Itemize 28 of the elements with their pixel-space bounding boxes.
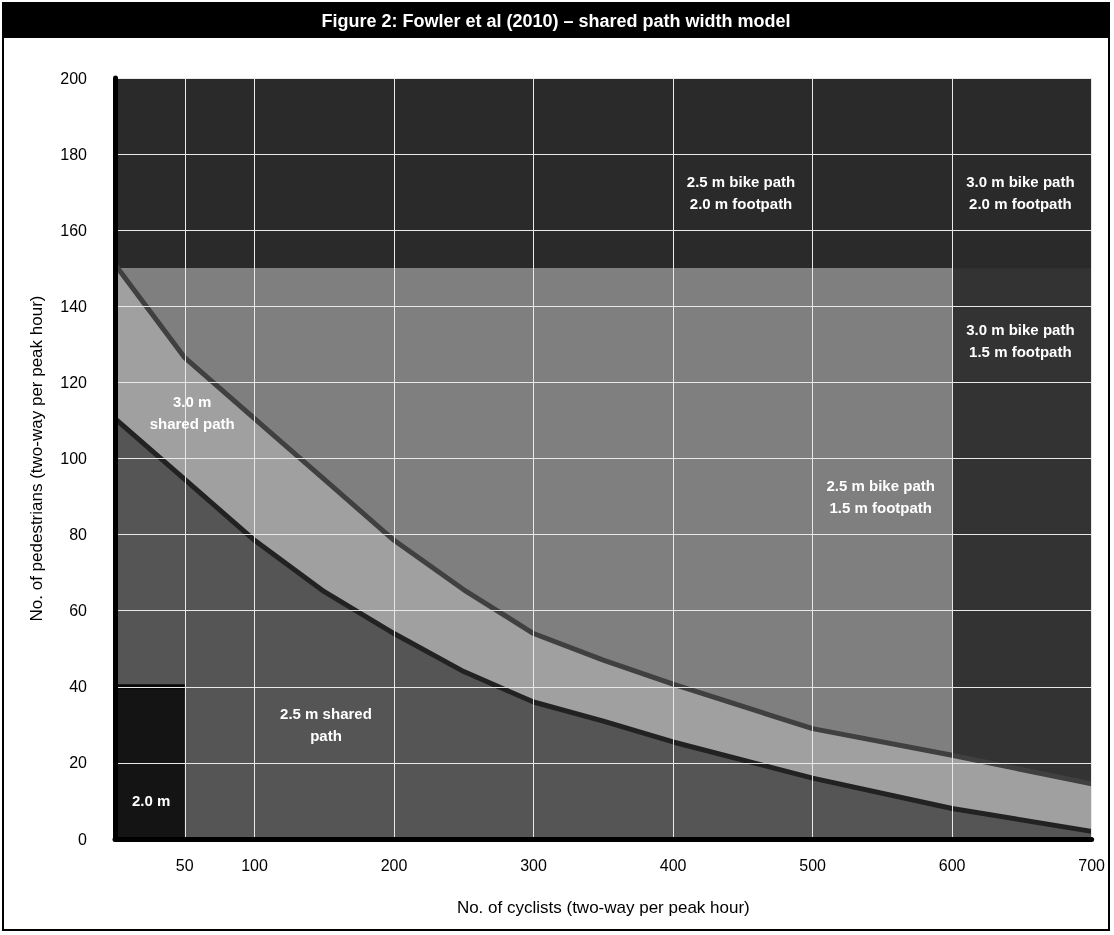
x-tick-label: 400 <box>659 856 687 874</box>
x-tick-label: 600 <box>938 856 966 874</box>
y-tick-label: 100 <box>60 450 88 467</box>
y-tick-label: 40 <box>69 678 88 696</box>
y-tick-label: 160 <box>60 221 88 239</box>
y-tick-label: 140 <box>60 297 88 315</box>
y-axis-title: No. of pedestrians (two-way per peak hour) <box>27 295 46 622</box>
chart-title: Figure 2: Fowler et al (2010) – shared path width model <box>4 4 1108 38</box>
x-tick-label: 300 <box>520 856 548 874</box>
annotation: 3.0 m bike path 1.5 m footpath <box>966 321 1075 361</box>
y-tick-label: 200 <box>60 69 88 87</box>
y-tick-label: 0 <box>78 830 88 848</box>
y-tick-label: 20 <box>69 754 88 772</box>
x-tick-label: 700 <box>1078 856 1106 874</box>
y-tick-label: 180 <box>60 145 88 163</box>
x-tick-label: 100 <box>241 856 268 874</box>
y-tick-label: 60 <box>69 602 88 620</box>
x-tick-label: 200 <box>380 856 408 874</box>
annotation: 2.5 m bike path 2.0 m footpath <box>686 172 796 212</box>
annotation: 2.5 m bike path 1.5 m footpath <box>826 477 935 517</box>
x-tick-label: 50 <box>175 856 194 874</box>
y-tick-label: 80 <box>69 526 88 544</box>
y-tick-label: 120 <box>60 373 88 391</box>
annotation: 2.0 m <box>131 792 171 810</box>
annotation: 2.5 m shared path <box>280 705 372 745</box>
annotation: 3.0 m bike path 2.0 m footpath <box>966 172 1075 212</box>
x-axis-title: No. of cyclists (two-way per peak hour) <box>456 898 750 917</box>
x-tick-label: 500 <box>799 856 827 874</box>
